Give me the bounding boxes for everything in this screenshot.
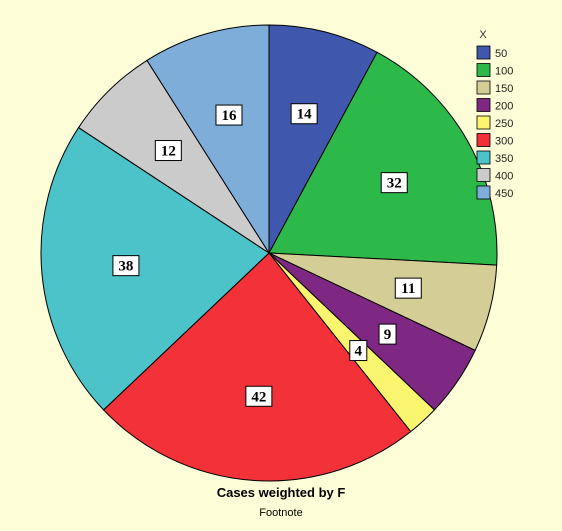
slice-value-text: 9 [384,327,392,343]
slice-value-text: 4 [355,344,363,360]
legend-swatch-200 [476,98,491,112]
slice-label-50: 14 [290,103,318,125]
pie-slice-450 [146,24,270,255]
slice-value-text: 12 [161,144,176,160]
slice-label-250: 4 [349,340,368,362]
legend-swatch-300 [476,133,491,147]
legend: X 50 100 150 200 250 300 350 400 450 [476,29,513,200]
legend-swatch-450 [476,185,491,200]
slice-label-450: 16 [215,104,243,126]
legend-label-250: 250 [495,118,513,130]
slice-label-400: 12 [154,140,182,162]
pie-slices [40,24,498,482]
slice-label-300: 42 [245,385,273,407]
legend-label-150: 150 [495,83,513,95]
slice-value-text: 16 [221,108,237,124]
legend-swatch-250 [476,115,491,130]
slice-value-text: 32 [387,176,402,192]
legend-swatch-150 [476,80,491,95]
slice-value-labels: 14 32 11 9 4 42 38 12 16 [112,103,422,407]
pie-slice-300 [102,252,412,482]
slice-label-150: 11 [394,277,422,299]
legend-label-50: 50 [495,48,507,60]
pie-slice-100 [268,51,498,266]
legend-swatch-400 [476,168,491,182]
legend-label-300: 300 [495,136,513,148]
chart-caption: Cases weighted by F [216,485,346,500]
slice-label-200: 9 [378,323,397,345]
chart-footnote: Footnote [259,507,303,519]
legend-label-350: 350 [495,153,513,165]
slice-label-350: 38 [112,255,140,277]
slice-value-text: 38 [118,259,133,275]
legend-swatch-50 [476,45,491,60]
pie-slice-50 [268,24,378,254]
legend-label-100: 100 [495,66,513,78]
legend-label-400: 400 [495,171,513,183]
legend-label-200: 200 [495,101,513,113]
legend-swatch-350 [476,150,491,165]
legend-title: X [479,29,487,41]
slice-label-100: 32 [380,172,408,194]
pie-slice-350 [40,126,270,411]
slice-value-text: 14 [297,107,313,123]
legend-label-450: 450 [495,188,513,200]
legend-swatch-100 [476,63,491,77]
slice-value-text: 42 [251,389,266,405]
slice-value-text: 11 [401,281,415,297]
